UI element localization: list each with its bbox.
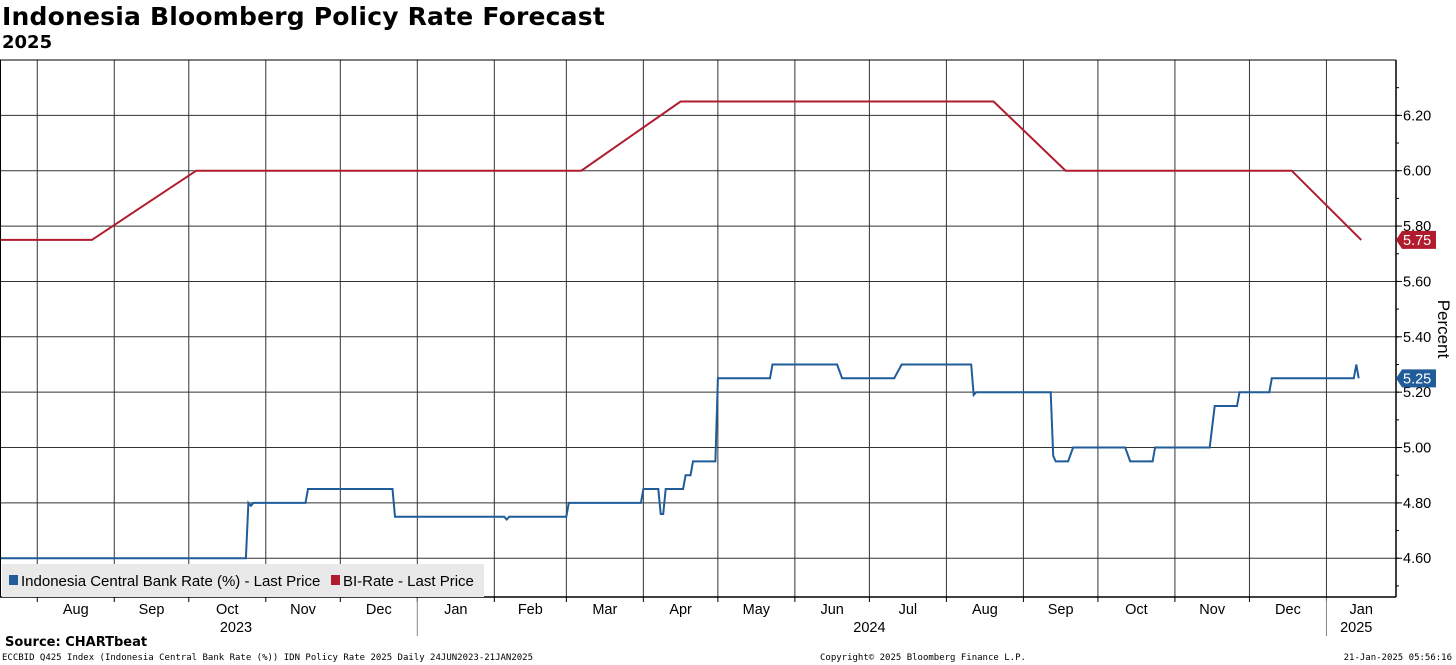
y-tick-label: 5.00	[1403, 441, 1431, 457]
footer-left: ECCBID Q425 Index (Indonesia Central Ban…	[2, 653, 534, 663]
x-tick-label: Aug	[972, 602, 998, 618]
x-tick-label: Apr	[669, 602, 692, 618]
y-tick-label: 5.20	[1403, 385, 1431, 401]
x-year-label: 2024	[853, 620, 885, 636]
x-year-label: 2025	[1340, 620, 1372, 636]
x-tick-label: Oct	[1125, 602, 1148, 618]
source-note: Source: CHARTbeat	[5, 635, 148, 650]
y-tick-label: 6.20	[1403, 108, 1431, 124]
x-tick-label: Dec	[366, 602, 392, 618]
legend: Indonesia Central Bank Rate (%) - Last P…	[2, 564, 484, 597]
x-tick-label: Jul	[899, 602, 918, 618]
axes: Percent	[0, 59, 1453, 598]
series-line-bi-rate	[0, 100, 1362, 241]
y-tick-label: 5.40	[1403, 330, 1431, 346]
footer-timestamp: 21-Jan-2025 05:56:16	[1343, 653, 1452, 663]
x-tick-label: Nov	[1199, 602, 1226, 618]
legend-background	[2, 564, 484, 597]
y-tick-label: 5.60	[1403, 274, 1431, 290]
x-tick-label: Feb	[518, 602, 543, 618]
y-tick-label: 6.00	[1403, 164, 1431, 180]
x-tick-label: Mar	[592, 602, 617, 618]
last-value-label: 5.75	[1403, 233, 1431, 249]
legend-swatch-central-bank-rate	[9, 575, 18, 585]
x-year-label: 2023	[220, 620, 252, 636]
footer-copyright: Copyright© 2025 Bloomberg Finance L.P.	[820, 653, 1026, 663]
x-tick-label: Jun	[820, 602, 843, 618]
series-lines	[0, 100, 1362, 560]
x-tick-label: Sep	[1048, 602, 1074, 618]
chart-subtitle: 2025	[2, 32, 53, 53]
x-tick-label: Jan	[444, 602, 467, 618]
x-tick-label: Aug	[63, 602, 89, 618]
x-tick-label: Nov	[290, 602, 317, 618]
legend-label-central-bank-rate: Indonesia Central Bank Rate (%) - Last P…	[21, 573, 320, 590]
y-tick-label: 4.80	[1403, 496, 1431, 512]
last-value-label: 5.25	[1403, 371, 1431, 387]
last-value-tag	[1396, 369, 1436, 388]
chart-title: Indonesia Bloomberg Policy Rate Forecast	[2, 2, 605, 31]
legend-label-bi-rate: BI-Rate - Last Price	[343, 573, 474, 590]
x-tick-label: Dec	[1275, 602, 1301, 618]
series-line-central-bank-rate	[0, 363, 1360, 560]
x-tick-label: Oct	[216, 602, 239, 618]
last-value-tag	[1396, 230, 1436, 249]
y-axis-label: Percent	[1434, 300, 1453, 359]
x-tick-label: Sep	[139, 602, 165, 618]
gridlines	[0, 60, 1396, 597]
legend-swatch-bi-rate	[331, 575, 340, 585]
x-tick-label: May	[743, 602, 771, 618]
x-tick-label: Jan	[1350, 602, 1373, 618]
last-value-labels: 5.25 5.75	[1396, 230, 1436, 388]
y-tick-label: 4.60	[1403, 551, 1431, 567]
